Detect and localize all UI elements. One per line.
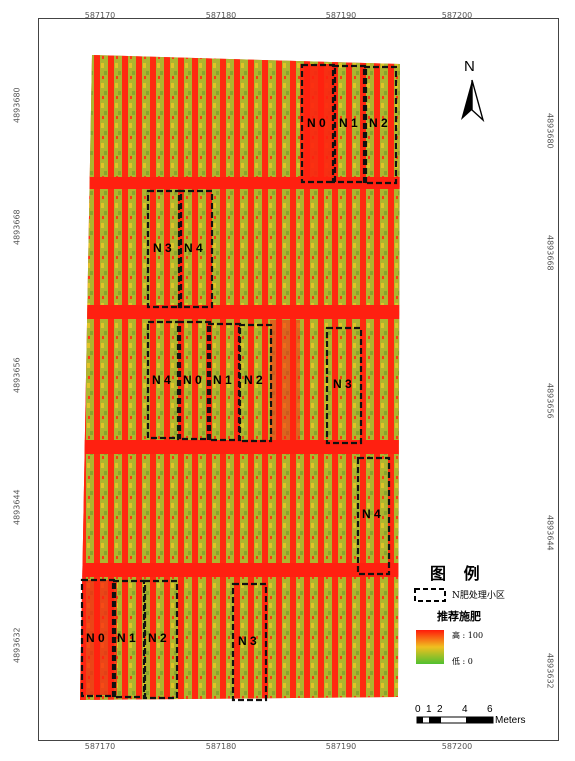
plot-box [142,579,179,700]
plot-box [146,320,182,440]
x-tick-bottom: 587180 [205,742,237,751]
plot-box [177,189,214,309]
plot-box [176,320,212,441]
scale-tick: 4 [462,704,468,715]
x-tick-bottom: 587170 [84,742,116,751]
legend-color-ramp [416,630,444,664]
plot-label: N 2 [244,373,263,387]
plot-box [231,582,268,702]
legend-plot-symbol [414,588,446,602]
plot-box [237,323,273,443]
x-tick-top: 587180 [205,11,237,20]
x-tick-top: 587170 [84,11,116,20]
scale-unit: Meters [495,715,526,726]
legend-low-label: 低 : 0 [452,657,473,666]
plot-label: N 1 [339,116,358,130]
plot-label: N 3 [333,377,352,391]
scale-tick: 2 [437,704,443,715]
x-tick-top: 587200 [441,11,473,20]
north-arrow-icon [461,79,485,123]
plot-box [331,64,368,184]
x-tick-top: 587190 [325,11,357,20]
plot-label: N 1 [213,373,232,387]
plot-label: N 0 [183,373,202,387]
scale-tick: 6 [487,704,493,715]
plot-label: N 4 [362,507,381,521]
plot-label: N 3 [238,634,257,648]
x-tick-bottom: 587200 [441,742,473,751]
plot-label: N 3 [153,241,172,255]
plot-label: N 2 [148,631,167,645]
treatment-plots [80,63,398,702]
legend-recommend-title: 推荐施肥 [437,610,481,623]
plot-box [111,579,147,699]
plot-box [362,65,398,185]
scale-bar [416,716,494,724]
plot-box [80,578,117,698]
x-tick-bottom: 587190 [325,742,357,751]
legend-title: 图 例 [430,564,486,583]
plot-label: N 2 [369,116,388,130]
plot-box [356,456,391,576]
plot-label: N 0 [307,116,326,130]
scale-tick: 0 [415,704,421,715]
plot-box [300,63,337,184]
plot-label: N 1 [117,631,136,645]
plot-label: N 4 [152,373,171,387]
plot-label: N 0 [86,631,105,645]
legend-high-label: 高 : 100 [452,631,484,640]
scale-tick: 1 [426,704,432,715]
north-label: N [464,58,475,75]
legend-plot-label: N肥处理小区 [452,591,505,601]
north-arrow: N [455,58,489,128]
plot-label: N 4 [184,241,203,255]
plot-box [325,326,363,445]
plot-box [146,189,183,309]
